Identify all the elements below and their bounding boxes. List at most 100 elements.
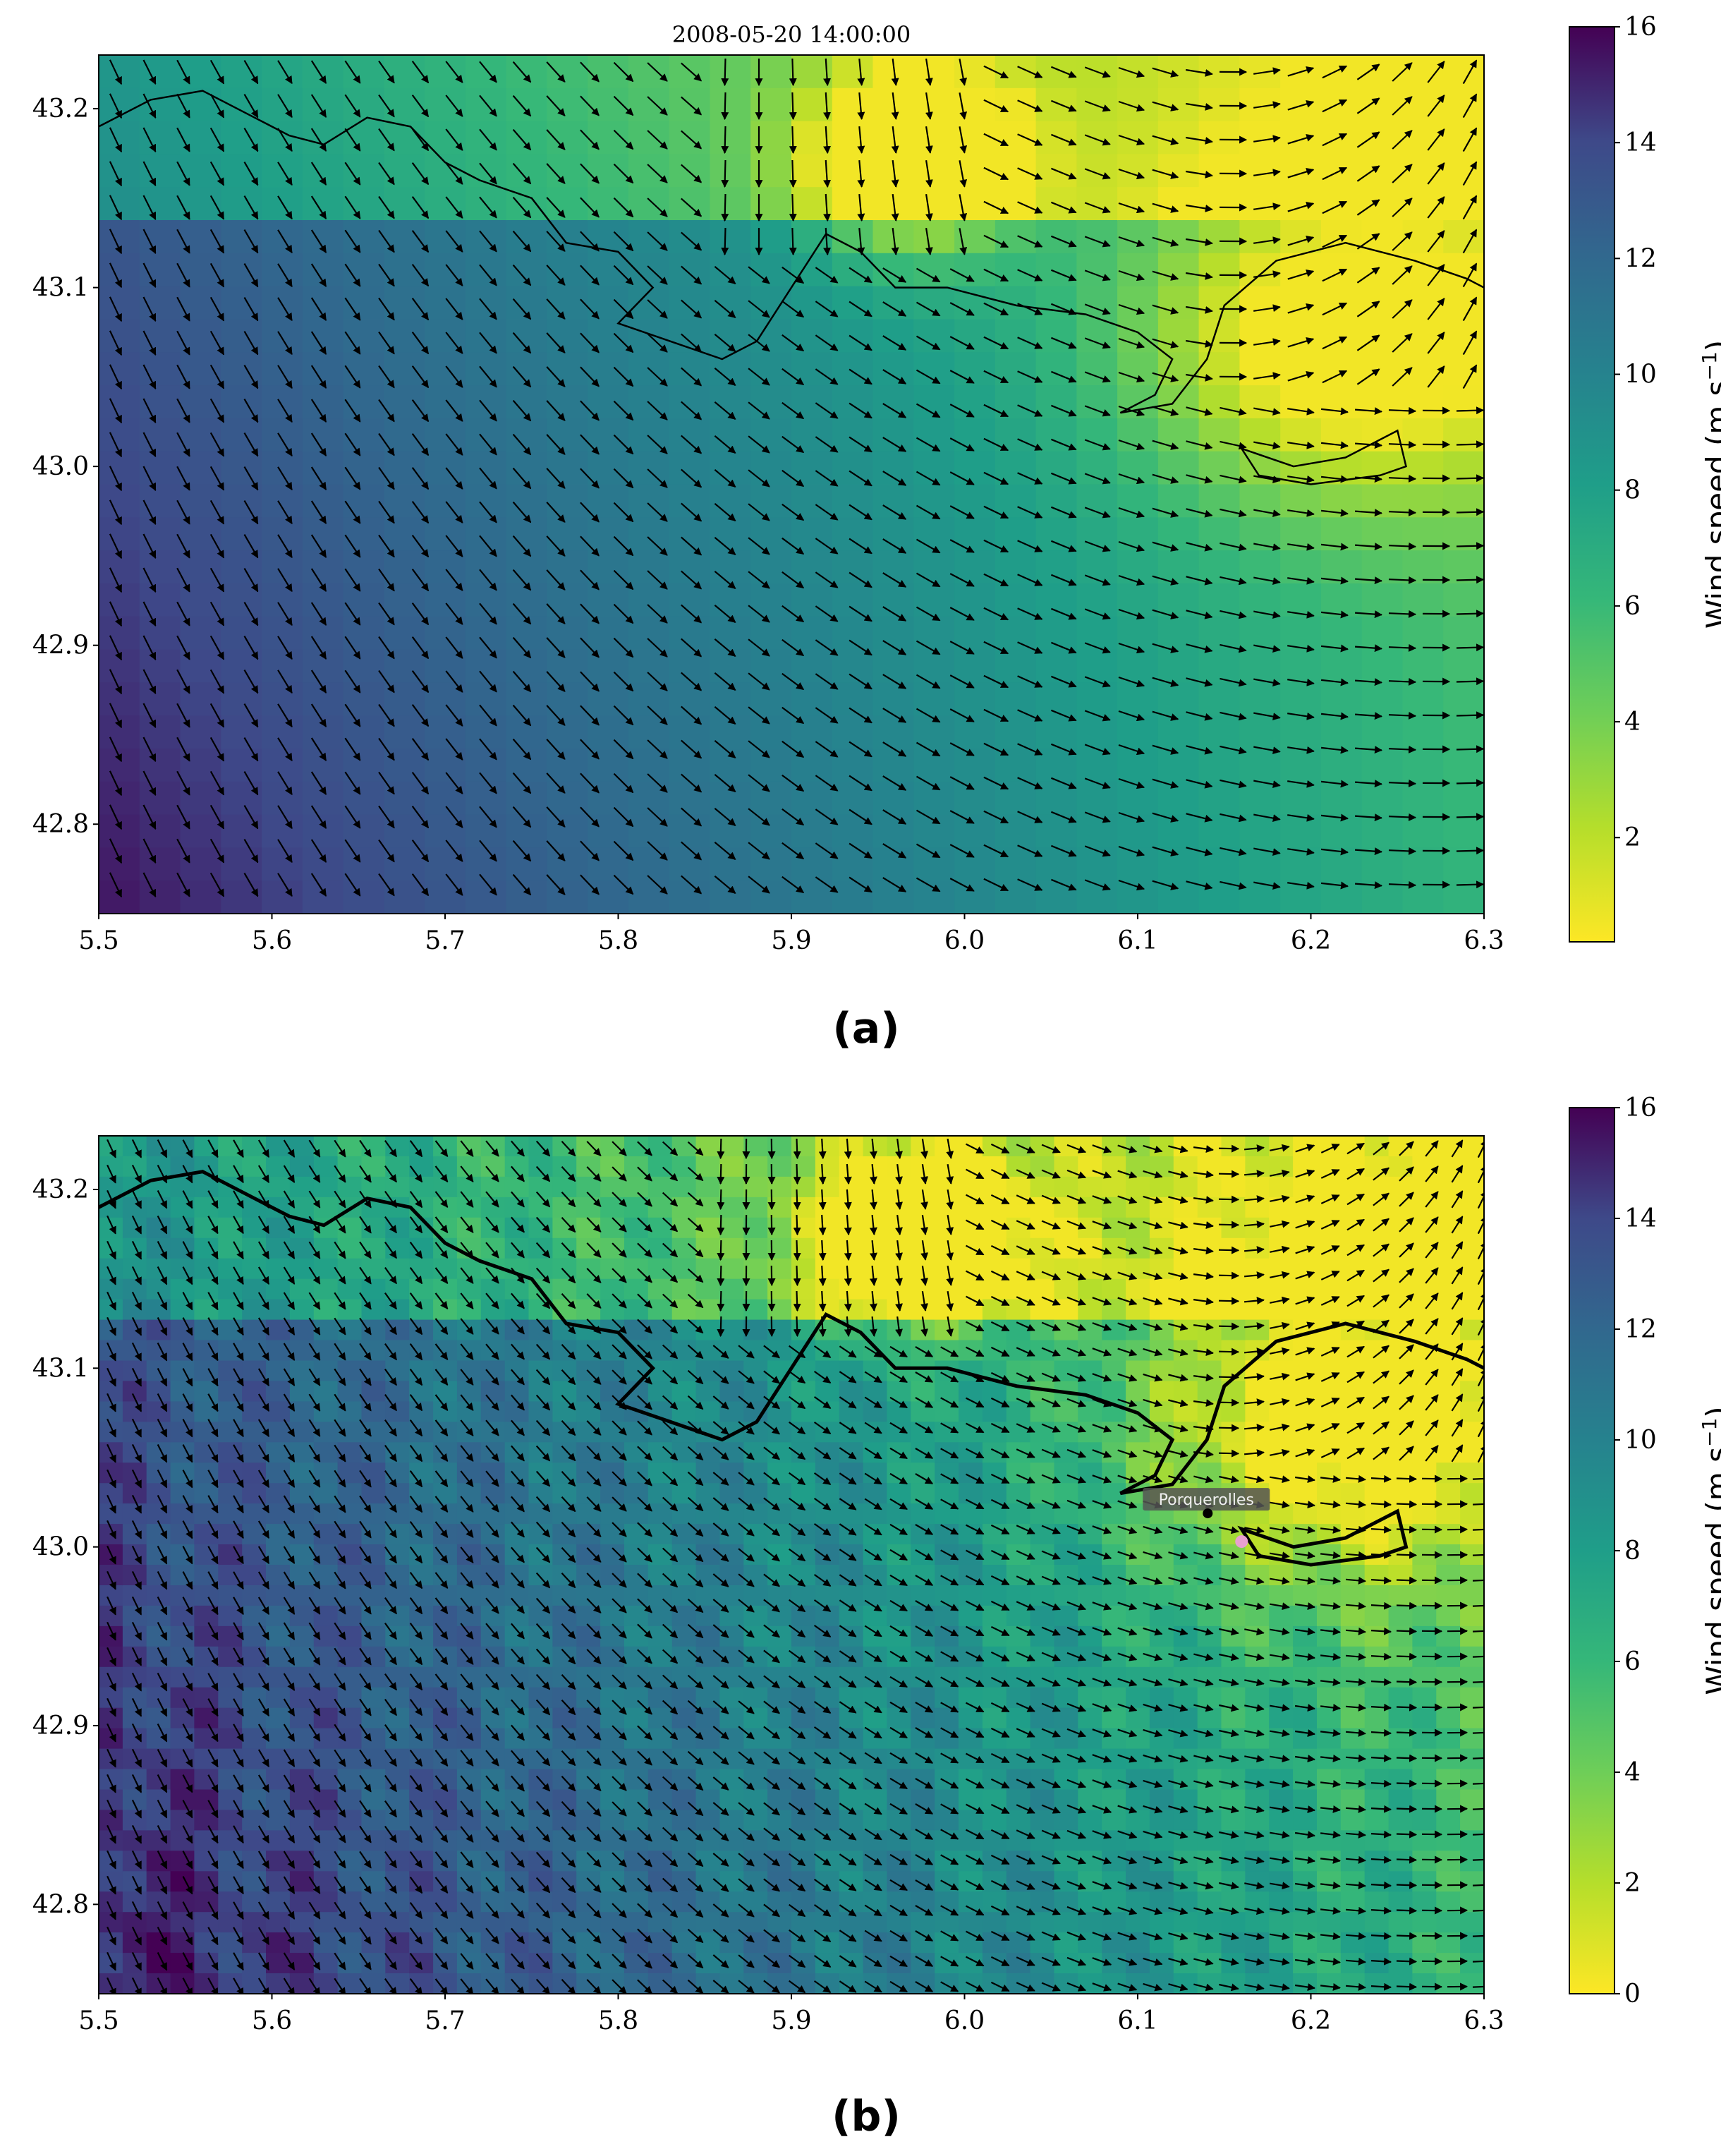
- field-cell: [194, 1891, 219, 1913]
- field-cell: [266, 1299, 291, 1321]
- field-cell: [302, 847, 344, 881]
- field-cell: [863, 1625, 888, 1647]
- field-cell: [409, 1258, 434, 1280]
- field-cell: [576, 1401, 601, 1423]
- field-cell: [313, 1728, 339, 1750]
- field-cell: [221, 682, 262, 716]
- field-cell: [710, 616, 752, 650]
- field-cell: [815, 1728, 840, 1750]
- field-cell: [647, 1217, 673, 1239]
- field-cell: [465, 517, 507, 551]
- field-cell: [624, 1687, 649, 1709]
- field-cell: [1412, 1197, 1437, 1218]
- wind-arrow: [1456, 576, 1484, 584]
- field-cell: [343, 517, 385, 551]
- field-cell: [710, 87, 752, 122]
- field-cell: [170, 1871, 195, 1893]
- field-cell: [384, 847, 425, 881]
- field-cell: [791, 1176, 816, 1198]
- field-cell: [911, 1789, 935, 1811]
- field-cell: [547, 451, 588, 485]
- field-cell: [872, 749, 915, 782]
- field-cell: [194, 1237, 219, 1259]
- field-cell: [1436, 1176, 1461, 1198]
- field-cell: [671, 1381, 697, 1403]
- field-cell: [815, 1136, 840, 1157]
- field-cell: [343, 616, 385, 650]
- field-cell: [1102, 1319, 1126, 1341]
- field-cell: [425, 880, 466, 914]
- field-cell: [695, 1503, 721, 1525]
- field-cell: [588, 286, 629, 320]
- field-cell: [1436, 1319, 1461, 1341]
- field-cell: [1412, 1258, 1437, 1280]
- field-cell: [122, 1360, 147, 1382]
- field-cell: [913, 616, 955, 650]
- wind-arrow: [1218, 1373, 1240, 1381]
- field-cell: [815, 1748, 840, 1770]
- field-cell: [384, 484, 425, 519]
- field-cell: [911, 1646, 935, 1668]
- field-cell: [1198, 682, 1241, 716]
- field-cell: [385, 1299, 410, 1321]
- field-cell: [1388, 1973, 1413, 1994]
- field-cell: [337, 1381, 363, 1403]
- field-cell: [791, 583, 833, 617]
- field-cell: [506, 418, 548, 452]
- field-cell: [194, 1646, 219, 1668]
- field-cell: [1198, 781, 1241, 816]
- field-cell: [1117, 484, 1159, 519]
- field-cell: [1361, 87, 1404, 122]
- field-cell: [1388, 1585, 1413, 1606]
- field-cell: [710, 187, 752, 221]
- field-cell: [409, 1789, 434, 1811]
- field-cell: [719, 1136, 745, 1157]
- field-cell: [1173, 1810, 1198, 1831]
- field-cell: [480, 1585, 506, 1606]
- field-cell: [194, 1340, 219, 1362]
- field-cell: [1280, 319, 1322, 353]
- field-cell: [122, 1299, 147, 1321]
- field-cell: [1197, 1646, 1222, 1668]
- field-cell: [170, 1401, 195, 1423]
- field-cell: [839, 1258, 864, 1280]
- field-cell: [959, 1891, 983, 1913]
- field-cell: [1197, 1278, 1222, 1300]
- field-cell: [1280, 220, 1322, 254]
- field-cell: [504, 1197, 530, 1218]
- wind-arrow: [721, 58, 729, 87]
- field-cell: [588, 385, 629, 419]
- field-cell: [1412, 1953, 1437, 1974]
- field-cell: [863, 1197, 888, 1218]
- field-cell: [839, 1360, 864, 1382]
- field-cell: [146, 1973, 171, 1994]
- field-cell: [504, 1319, 530, 1341]
- field-cell: [1280, 286, 1322, 320]
- field-cell: [791, 847, 833, 881]
- field-cell: [146, 1666, 171, 1688]
- field-cell: [1054, 1912, 1079, 1933]
- field-cell: [669, 286, 711, 320]
- field-cell: [409, 1912, 434, 1933]
- field-cell: [1006, 1503, 1031, 1525]
- field-cell: [139, 649, 181, 684]
- field-cell: [1006, 1666, 1031, 1688]
- field-cell: [425, 814, 466, 849]
- field-cell: [465, 352, 507, 386]
- field-cell: [954, 847, 996, 881]
- field-cell: [302, 781, 344, 816]
- field-cell: [872, 385, 915, 419]
- field-cell: [465, 253, 507, 287]
- field-cell: [385, 1258, 410, 1280]
- field-cell: [385, 1442, 410, 1464]
- field-cell: [1436, 1810, 1461, 1831]
- field-cell: [1126, 1707, 1150, 1729]
- field-cell: [1198, 583, 1241, 617]
- field-cell: [913, 550, 955, 584]
- field-cell: [385, 1932, 410, 1954]
- field-cell: [1412, 1503, 1437, 1525]
- wind-arrow: [1218, 1195, 1240, 1204]
- field-cell: [337, 1646, 363, 1668]
- field-cell: [1412, 1156, 1437, 1177]
- field-cell: [139, 484, 181, 519]
